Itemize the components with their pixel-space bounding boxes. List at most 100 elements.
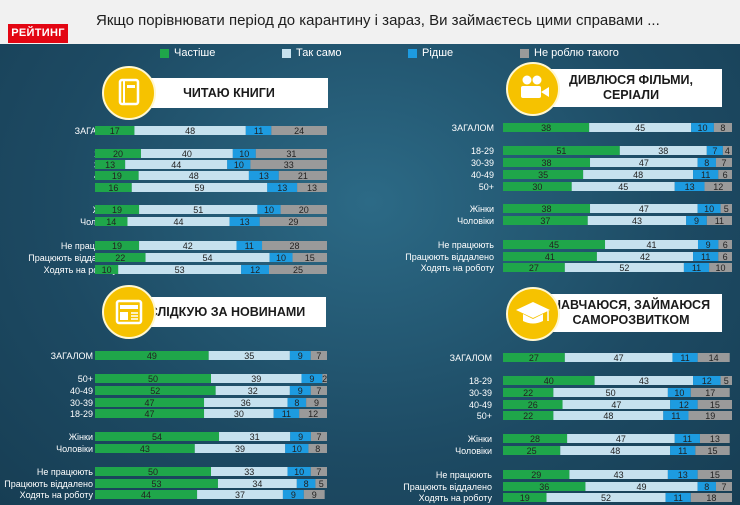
data-label: 28 <box>290 241 300 251</box>
data-label: 9 <box>298 386 303 396</box>
bar-segment-same <box>134 126 246 135</box>
bar-segment-less <box>241 265 269 274</box>
bar-segment-same <box>131 183 268 192</box>
category-label: 50+ <box>78 374 93 384</box>
bar-segment-same <box>619 146 707 155</box>
data-label: 26 <box>528 400 538 410</box>
data-label: 10 <box>698 123 708 133</box>
category-label: 40-49 <box>70 386 93 396</box>
data-label: 28 <box>530 434 540 444</box>
bar-segment-notdo <box>699 434 730 443</box>
bar-segment-less <box>287 467 311 476</box>
category-label: 30-39 <box>70 398 93 408</box>
data-label: 54 <box>203 253 213 263</box>
panel-title-line: СЛІДКУЮ ЗА НОВИНАМИ <box>148 305 306 319</box>
category-label: 30-39 <box>471 158 494 168</box>
bar-segment-notdo <box>297 183 327 192</box>
bar-segment-more <box>95 409 205 418</box>
category-label: Ходять на роботу <box>421 263 495 273</box>
category-label: Ходять на роботу <box>419 493 493 503</box>
category-label: Жінки <box>470 204 494 214</box>
data-label: 24 <box>294 126 304 136</box>
data-label: 11 <box>671 411 680 421</box>
bar-segment-same <box>194 444 286 453</box>
data-label: 12 <box>308 409 318 419</box>
data-label: 30 <box>532 182 542 192</box>
bar-segment-more <box>95 149 141 158</box>
data-label: 9 <box>706 240 711 250</box>
bar-segment-more <box>95 241 140 250</box>
bar-segment-less <box>693 252 719 261</box>
data-label: 5 <box>319 479 324 489</box>
bar-segment-more <box>95 479 218 488</box>
data-label: 15 <box>305 253 315 263</box>
bar-segment-notdo <box>310 386 327 395</box>
data-label: 37 <box>235 490 245 500</box>
data-label: 52 <box>150 386 160 396</box>
data-label: 8 <box>304 479 309 489</box>
data-label: 2 <box>322 374 327 384</box>
bar-segment-same <box>571 182 675 191</box>
bar-segment-same <box>118 265 242 274</box>
bar-segment-less <box>232 149 256 158</box>
bar-segment-same <box>589 123 692 132</box>
bar-segment-less <box>289 386 311 395</box>
bar-segment-less <box>697 482 716 491</box>
data-label: 13 <box>710 434 720 444</box>
bar-segment-less <box>697 240 719 249</box>
data-label: 38 <box>542 158 552 168</box>
data-label: 7 <box>316 386 321 396</box>
bar-segment-less <box>273 409 300 418</box>
data-label: 48 <box>603 411 613 421</box>
panel-title-line: НАВЧАЮСЯ, ЗАЙМАЮСЯ <box>551 298 711 312</box>
data-label: 5 <box>724 376 729 386</box>
data-label: 13 <box>277 183 287 193</box>
bar-segment-same <box>562 400 671 409</box>
data-label: 10 <box>294 467 304 477</box>
header-bar: РЕЙТИНГ Якщо порівнювати період до каран… <box>0 0 740 44</box>
bar-segment-less <box>674 182 705 191</box>
data-label: 45 <box>618 182 628 192</box>
data-label: 8 <box>315 444 320 454</box>
data-label: 19 <box>705 411 715 421</box>
bar-segment-less <box>227 160 251 169</box>
data-label: 6 <box>723 252 728 262</box>
bar-segment-same <box>564 263 684 272</box>
data-label: 11 <box>254 126 263 136</box>
data-label: 10 <box>292 444 302 454</box>
legend-label: Не роблю такого <box>534 47 619 59</box>
bar-segment-more <box>503 123 590 132</box>
data-label: 11 <box>674 493 683 503</box>
data-label: 7 <box>721 482 726 492</box>
bar-segment-notdo <box>255 149 327 158</box>
data-label: 11 <box>683 434 692 444</box>
bar-segment-same <box>139 205 258 214</box>
bar-segment-notdo <box>322 374 327 383</box>
data-label: 7 <box>712 146 717 156</box>
bar-segment-same <box>585 482 698 491</box>
data-label: 10 <box>276 253 286 263</box>
bar-segment-notdo <box>720 376 732 385</box>
category-label: ЗАГАЛОМ <box>51 351 93 361</box>
bar-segment-notdo <box>715 482 732 491</box>
data-label: 32 <box>248 386 258 396</box>
bar-segment-more <box>95 398 205 407</box>
data-label: 34 <box>252 479 262 489</box>
data-label: 11 <box>680 353 689 363</box>
bar-segment-same <box>219 432 291 441</box>
data-label: 8 <box>704 482 709 492</box>
bar-segment-notdo <box>697 400 732 409</box>
data-label: 53 <box>175 265 185 275</box>
data-label: 43 <box>639 376 649 386</box>
bar-segment-same <box>140 149 233 158</box>
bar-segment-notdo <box>262 241 327 250</box>
data-label: 40 <box>544 376 554 386</box>
data-label: 15 <box>708 446 718 456</box>
bar-segment-same <box>560 446 671 455</box>
legend-label: Рідше <box>422 47 454 59</box>
category-label: 18-29 <box>469 376 492 386</box>
bar-segment-notdo <box>697 353 730 362</box>
bar-segment-same <box>587 216 687 225</box>
data-label: 27 <box>529 353 539 363</box>
